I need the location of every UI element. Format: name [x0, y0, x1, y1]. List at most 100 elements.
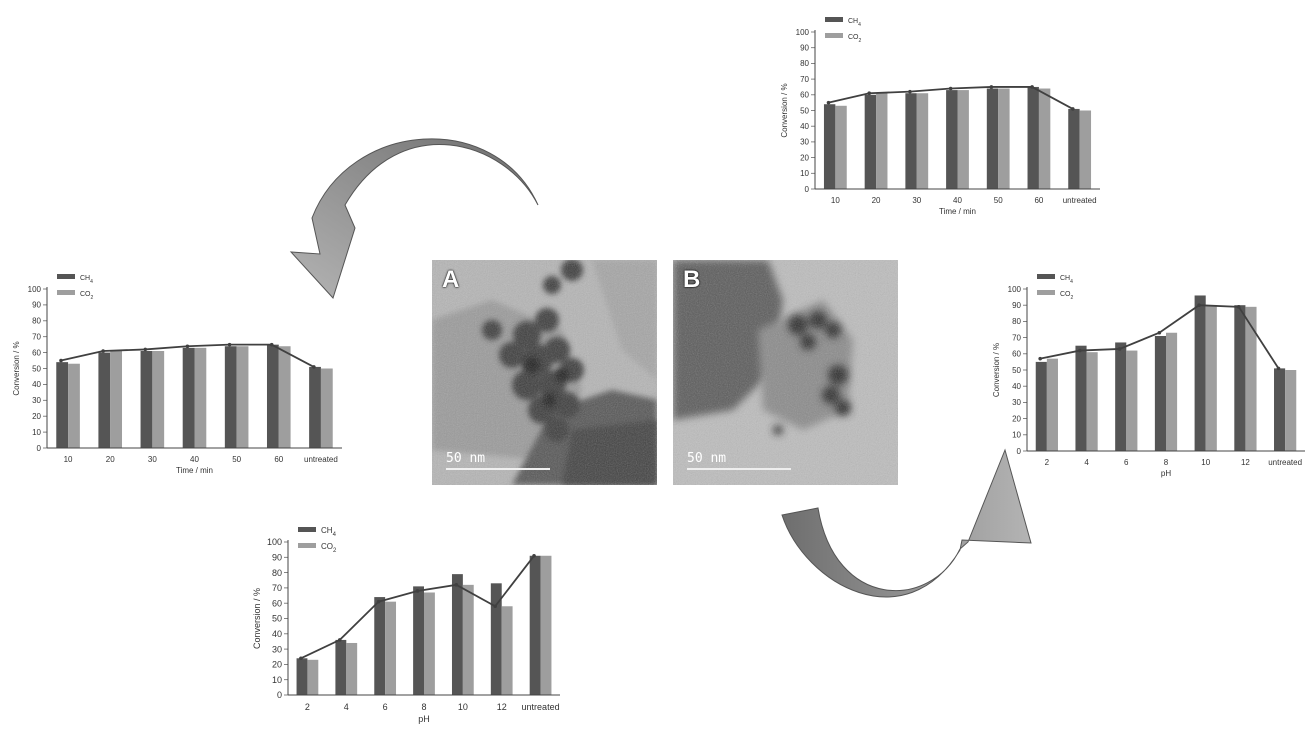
- time-chart-left: 0 10 20 30 40 50 60 70 80 90 100 10 20 30 40 50 60 untrea…: [5, 260, 347, 485]
- y-tick-label: 80: [32, 317, 41, 326]
- bar-co2: [1205, 305, 1217, 451]
- y-tick-label: 100: [1008, 285, 1022, 294]
- bar-co2: [1285, 370, 1297, 451]
- x-tick-label: 8: [421, 702, 426, 712]
- y-tick-label: 70: [800, 75, 809, 84]
- y-tick-label: 80: [1012, 317, 1021, 326]
- trend-point: [532, 553, 536, 558]
- trend-point: [908, 89, 912, 94]
- bar-co2: [68, 363, 80, 448]
- x-tick-label: 4: [344, 702, 349, 712]
- x-tick-label: untreated: [1268, 458, 1302, 467]
- x-axis-label: pH: [418, 714, 430, 724]
- bar-ch4: [182, 347, 195, 448]
- trend-point: [415, 589, 420, 593]
- bar-co2: [1086, 352, 1098, 451]
- legend-label-co2: CO2: [321, 542, 337, 554]
- x-tick-label: 2: [1045, 458, 1050, 467]
- x-tick-label: 40: [190, 455, 199, 464]
- bar-co2: [462, 584, 474, 695]
- y-axis-label: Conversion / %: [12, 341, 21, 395]
- bar-ch4: [224, 346, 237, 448]
- legend-label-ch4: CH4: [321, 526, 337, 538]
- x-tick-label: 6: [383, 702, 388, 712]
- x-axis-label: pH: [1161, 469, 1171, 478]
- x-tick-label: 12: [1241, 458, 1250, 467]
- bar-co2: [152, 351, 165, 448]
- bar-ch4: [529, 555, 541, 695]
- y-tick-label: 100: [267, 537, 282, 547]
- curved-arrow-upper-left: [289, 138, 539, 299]
- trend-point: [1071, 107, 1075, 111]
- x-tick-label: 50: [994, 196, 1003, 205]
- x-tick-label: untreated: [522, 702, 560, 712]
- y-axis-label: Conversion / %: [780, 83, 789, 137]
- chart-svg: 0 10 20 30 40 50 60 70 80 90 100 10 20 30 40 50 60 untrea…: [780, 17, 1100, 216]
- y-tick-label: 60: [272, 598, 282, 608]
- y-tick-label: 90: [32, 301, 41, 310]
- trend-point: [337, 638, 342, 642]
- y-tick-label: 40: [800, 122, 809, 131]
- x-tick-label: 30: [148, 455, 157, 464]
- y-tick-label: 70: [272, 583, 282, 593]
- y-tick-label: 20: [32, 412, 41, 421]
- bar-ch4: [1075, 345, 1087, 451]
- trend-point: [948, 86, 953, 91]
- x-tick-label: untreated: [304, 455, 338, 464]
- y-tick-label: 0: [1017, 447, 1022, 456]
- y-axis-label: Conversion / %: [252, 588, 262, 649]
- y-tick-label: 100: [796, 28, 810, 37]
- trend-point: [1038, 356, 1042, 361]
- y-tick-label: 100: [28, 285, 42, 294]
- bar-co2: [320, 368, 333, 448]
- x-tick-label: 10: [64, 455, 73, 464]
- y-tick-label: 50: [272, 614, 282, 624]
- bar-co2: [540, 555, 552, 695]
- x-axis-label: Time / min: [176, 466, 213, 475]
- bar-ch4: [56, 362, 69, 448]
- y-tick-label: 90: [1012, 301, 1021, 310]
- legend-swatch-co2: [1037, 290, 1055, 295]
- bar-ch4: [1115, 342, 1127, 451]
- trend-point: [185, 344, 190, 349]
- bar-ch4: [1274, 368, 1286, 451]
- trend-point: [1117, 347, 1122, 351]
- trend-point: [1078, 348, 1082, 353]
- y-tick-label: 90: [800, 44, 809, 53]
- trend-point: [1197, 303, 1201, 307]
- bar-co2: [501, 606, 513, 695]
- trend-point: [454, 583, 459, 587]
- ph-chart-bottom: 0 10 20 30 40 50 60 70 80 90 100 2 4 6 8 10 12 untreated p…: [245, 520, 565, 737]
- trend-point: [227, 342, 232, 347]
- y-tick-label: 30: [1012, 398, 1021, 407]
- bar-ch4: [823, 104, 836, 189]
- trend-point: [299, 656, 303, 661]
- trend-point: [867, 91, 872, 96]
- legend-swatch-ch4: [825, 17, 843, 22]
- trend-point: [493, 604, 497, 609]
- y-tick-label: 10: [1012, 431, 1021, 440]
- legend-label-co2: CO2: [1060, 291, 1074, 301]
- bar-co2: [1046, 358, 1058, 451]
- chart-svg: 0 10 20 30 40 50 60 70 80 90 100 2 4 6 8 10 12 untreated p…: [992, 274, 1305, 478]
- bar-co2: [957, 90, 969, 189]
- bar-co2: [1079, 110, 1092, 189]
- y-tick-label: 10: [32, 428, 41, 437]
- x-tick-label: 60: [274, 455, 283, 464]
- bar-ch4: [266, 344, 279, 448]
- bar-ch4: [1154, 335, 1166, 451]
- trend-point: [1030, 85, 1034, 89]
- legend-label-ch4: CH4: [80, 275, 93, 285]
- y-tick-label: 20: [800, 153, 809, 162]
- tem-label-a: A: [442, 266, 460, 293]
- y-tick-label: 70: [1012, 333, 1021, 342]
- y-tick-label: 0: [37, 444, 42, 453]
- time-chart-top: 0 10 20 30 40 50 60 70 80 90 100 10 20 30 40 50 60 untrea…: [760, 0, 1105, 235]
- bar-ch4: [1068, 108, 1080, 189]
- trend-point: [376, 599, 381, 604]
- bar-ch4: [98, 352, 111, 448]
- bar-ch4: [1194, 295, 1206, 451]
- legend-swatch-ch4: [57, 274, 75, 279]
- x-tick-label: 10: [831, 196, 840, 205]
- y-tick-label: 0: [277, 690, 282, 700]
